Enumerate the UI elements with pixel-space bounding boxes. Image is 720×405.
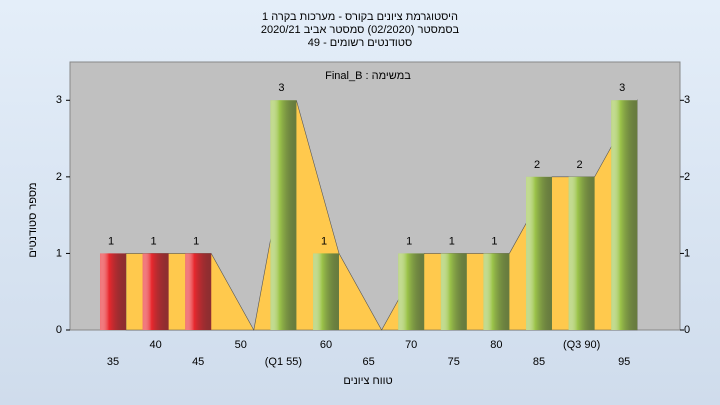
y-tick-label: 2	[56, 171, 62, 183]
bar-shade	[440, 253, 467, 330]
y2-tick-label: 2	[684, 171, 690, 183]
annotation: Final_B : במשימה	[325, 70, 411, 82]
y2-tick-label: 3	[684, 94, 690, 106]
x-tick-label: 50	[235, 339, 247, 351]
bar-shade	[270, 100, 297, 331]
value-label: 1	[321, 235, 327, 247]
bar-shade	[483, 253, 510, 330]
x-tick-label: 70	[405, 339, 417, 351]
x-tick-label: 60	[320, 339, 332, 351]
y2-tick-label: 1	[684, 247, 690, 259]
y-tick-label: 1	[56, 247, 62, 259]
value-label: 1	[193, 235, 199, 247]
value-label: 3	[278, 82, 284, 94]
x-tick-label: 65	[362, 356, 374, 368]
value-label: 1	[491, 235, 497, 247]
x-tick-label: 80	[490, 339, 502, 351]
value-label: 2	[534, 159, 540, 171]
value-label: 2	[577, 159, 583, 171]
x-tick-label: 95	[618, 356, 630, 368]
x-tick-label: 75	[448, 356, 460, 368]
value-label: 1	[406, 235, 412, 247]
value-label: 1	[151, 235, 157, 247]
x-tick-label: 45	[192, 356, 204, 368]
y-tick-label: 3	[56, 94, 62, 106]
bar-shade	[185, 253, 212, 330]
y-axis-label: מספר סטודנטים	[27, 182, 39, 257]
bar-shade	[398, 253, 425, 330]
x-axis-label: טווח ציונים	[343, 375, 392, 387]
bar-shade	[313, 253, 339, 330]
chart-subtitle: בסמסטר (02/2020) סמסטר אביב 2020/21	[261, 24, 460, 36]
bar-shade	[611, 100, 638, 331]
bar-shade	[142, 253, 169, 330]
value-label: 1	[449, 235, 455, 247]
x-tick-label: (Q1 55)	[265, 356, 302, 368]
y2-tick-label: 0	[684, 324, 690, 336]
bar-shade	[100, 253, 126, 330]
chart-subtitle: סטודנטים רשומים - 49	[308, 37, 412, 49]
bar-shade	[526, 176, 552, 330]
y-tick-label: 0	[56, 324, 62, 336]
chart-title: היסטוגרמת ציונים בקורס - מערכות בקרה 1	[262, 11, 458, 23]
value-label: 1	[108, 235, 114, 247]
x-tick-label: (Q3 90)	[563, 339, 600, 351]
x-tick-label: 35	[107, 356, 119, 368]
bar-shade	[568, 176, 595, 330]
x-tick-label: 85	[533, 356, 545, 368]
x-tick-label: 40	[149, 339, 161, 351]
value-label: 3	[619, 82, 625, 94]
